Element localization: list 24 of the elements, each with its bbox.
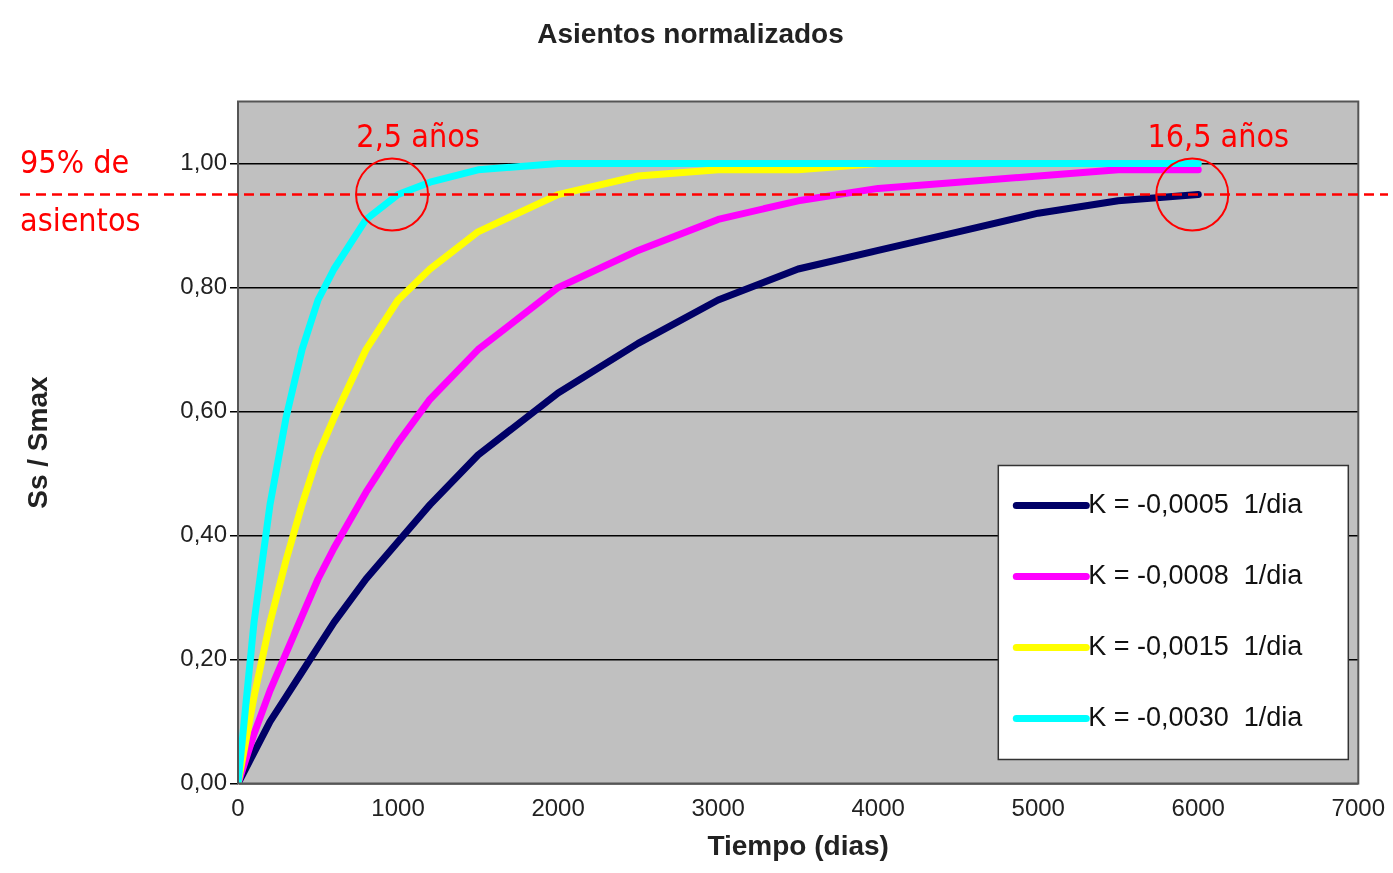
y-tick-label: 0,60 — [180, 396, 227, 424]
chart-title: Asientos normalizados — [537, 17, 844, 49]
x-tick-label: 4000 — [851, 793, 905, 821]
y-tick-label: 1,00 — [180, 148, 227, 176]
x-tick-label: 2000 — [531, 793, 585, 821]
x-tick-label: 0 — [231, 793, 245, 821]
legend-label: K = -0,0015 1/dia — [1088, 631, 1304, 662]
y-tick-label: 0,00 — [180, 768, 227, 796]
ref-line-label: 95% de asientos — [20, 142, 141, 239]
annotation: 2,5 años — [356, 116, 480, 155]
y-tick-label: 0,20 — [180, 644, 227, 672]
x-tick-label: 5000 — [1011, 793, 1065, 821]
x-tick-label: 6000 — [1171, 793, 1225, 821]
y-axis-title: Ss / Smax — [21, 376, 53, 509]
y-tick-label: 0,40 — [180, 520, 227, 548]
x-axis-title: Tiempo (dias) — [707, 829, 889, 861]
legend-label: K = -0,0030 1/dia — [1088, 702, 1304, 733]
legend-label: K = -0,0005 1/dia — [1088, 489, 1304, 520]
annotation: 16,5 años — [1147, 116, 1290, 155]
x-tick-label: 3000 — [691, 793, 745, 821]
legend-label: K = -0,0008 1/dia — [1088, 560, 1304, 591]
x-tick-label: 7000 — [1331, 793, 1385, 821]
x-tick-label: 1000 — [371, 793, 425, 821]
y-tick-label: 0,80 — [180, 272, 227, 300]
